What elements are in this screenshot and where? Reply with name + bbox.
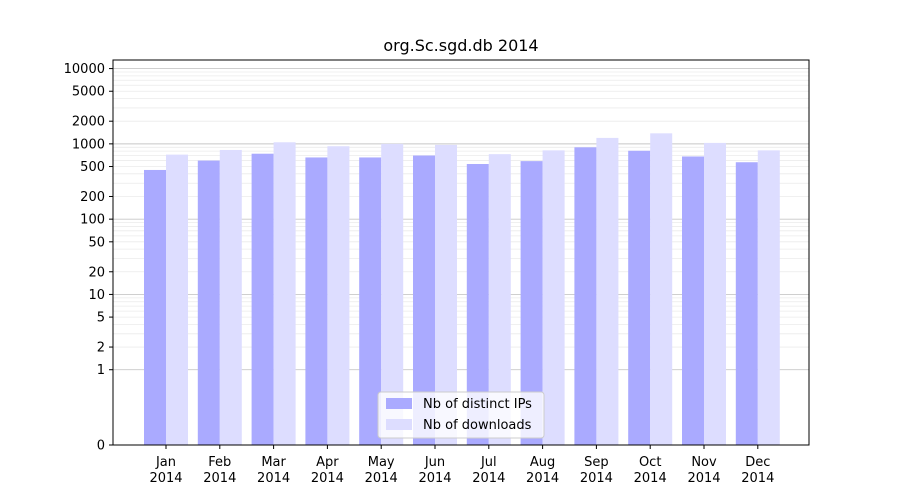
x-tick-label: Feb 2014 [203,455,236,486]
bar [757,150,780,445]
plot-frame [112,59,810,446]
bar [413,155,435,445]
bar [219,149,242,445]
bar [520,161,543,446]
x-tick-label: Apr 2014 [311,455,344,486]
y-tick-label: 2000 [72,115,105,130]
bar [488,154,511,446]
legend-label-downloads: Nb of downloads [423,418,532,433]
bar [435,144,457,445]
bar [166,154,188,445]
y-tick-label: 10 [88,288,105,303]
bar [144,169,166,445]
x-tick-label: Jan 2014 [149,455,182,486]
bar [273,142,296,445]
y-tick-label: 100 [80,213,105,228]
y-tick-label: 200 [80,190,105,205]
x-tick-label: Nov 2014 [687,455,720,486]
y-tick-label: 5 [97,311,105,326]
y-axis: 0 1 2 5 10 20 50 100 200 500 1000 2000 5000 10000 [64,62,113,454]
bar [327,146,350,445]
y-tick-label: 50 [88,235,105,250]
legend-swatch-downloads [386,419,412,430]
x-tick-label: Jun 2014 [418,455,451,486]
x-tick-label: Dec 2014 [741,455,774,486]
legend-label-distinct-ips: Nb of distinct IPs [423,397,532,412]
bar [735,162,758,445]
x-tick-label: May 2014 [365,455,398,486]
bar [682,156,704,445]
y-tick-label: 2 [97,341,105,356]
x-tick-label: Mar 2014 [257,455,290,486]
x-tick-label: Jul 2014 [472,455,505,486]
y-tick-label: 1 [97,363,105,378]
y-tick-label: 10000 [64,62,105,77]
bar [704,142,726,445]
bar-layer [144,133,780,446]
bar [650,133,673,445]
bar [305,157,328,445]
legend: Nb of distinct IPs Nb of downloads [377,391,545,439]
y-tick-label: 5000 [72,85,105,100]
x-axis: Jan 2014 Feb 2014 Mar 2014 Apr 2014 May 2014 Jun 20… [149,445,774,486]
chart-title: org.Sc.sgd.db 2014 [383,36,538,55]
bar [466,164,489,445]
y-tick-label: 20 [88,265,105,280]
bar [197,160,220,445]
bar [596,137,619,445]
x-tick-label: Aug 2014 [526,455,559,486]
x-tick-label: Oct 2014 [634,455,667,486]
x-tick-label: Sep 2014 [580,455,613,486]
legend-box [377,391,545,439]
bar [381,143,404,445]
bar [542,150,565,445]
y-tick-label: 1000 [72,137,105,152]
legend-swatch-distinct-ips [386,398,412,409]
bar [574,147,597,445]
y-tick-label: 500 [80,160,105,175]
bar [359,157,382,445]
bar [251,153,274,445]
y-tick-label: 0 [97,439,105,454]
bar [628,150,651,445]
